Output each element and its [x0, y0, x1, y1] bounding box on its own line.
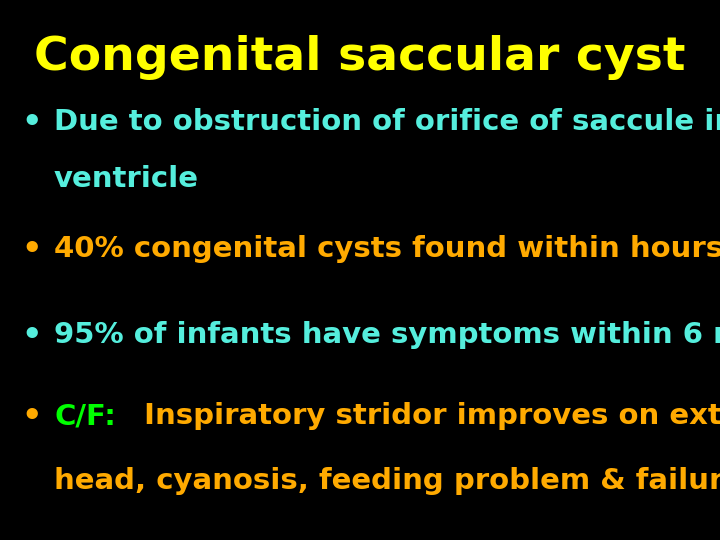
- Text: 40% congenital cysts found within hours of birth: 40% congenital cysts found within hours …: [54, 235, 720, 263]
- Text: •: •: [22, 402, 42, 433]
- Text: Due to obstruction of orifice of saccule in laryngeal: Due to obstruction of orifice of saccule…: [54, 108, 720, 136]
- Text: head, cyanosis, feeding problem & failure to thrive: head, cyanosis, feeding problem & failur…: [54, 467, 720, 495]
- Text: Inspiratory stridor improves on extension of: Inspiratory stridor improves on extensio…: [134, 402, 720, 430]
- Text: C/F:: C/F:: [54, 402, 116, 430]
- Text: •: •: [22, 108, 42, 139]
- Text: 95% of infants have symptoms within 6 months: 95% of infants have symptoms within 6 mo…: [54, 321, 720, 349]
- Text: •: •: [22, 321, 42, 352]
- Text: •: •: [22, 235, 42, 266]
- Text: ventricle: ventricle: [54, 165, 199, 193]
- Text: Congenital saccular cyst: Congenital saccular cyst: [35, 35, 685, 80]
